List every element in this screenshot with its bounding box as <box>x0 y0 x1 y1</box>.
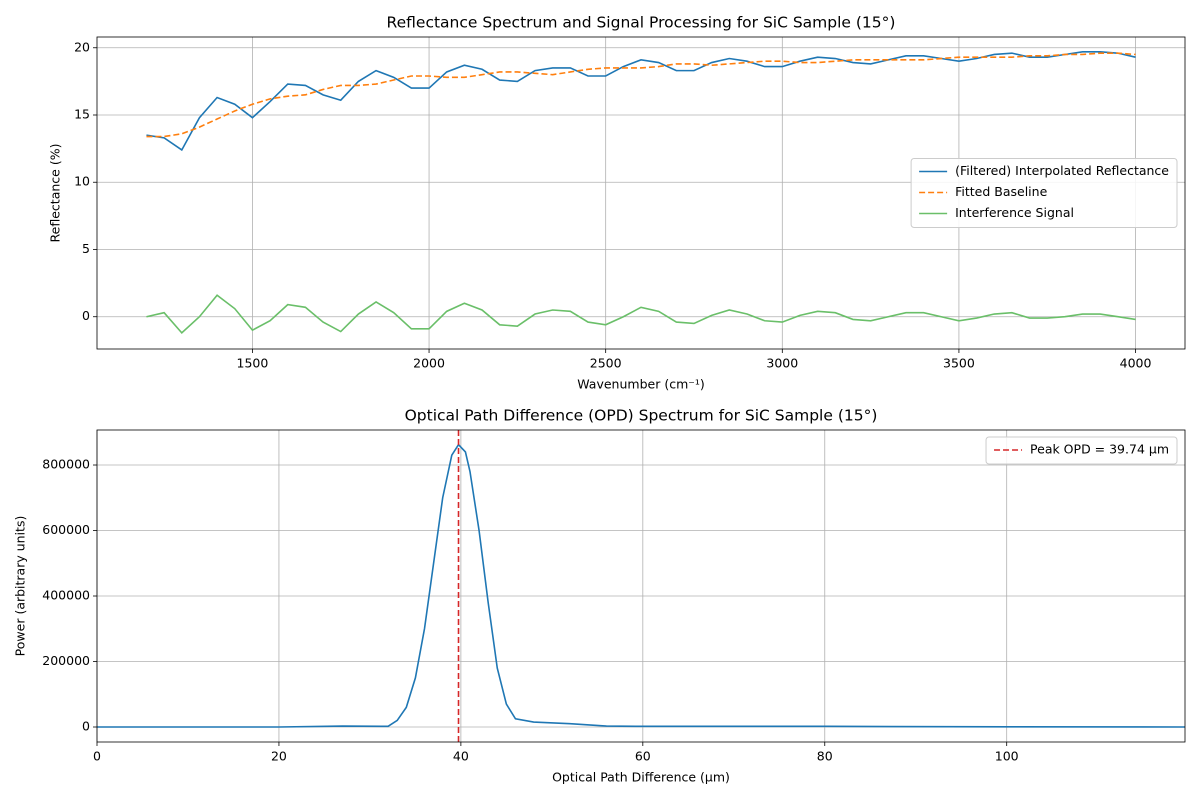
y-axis-label: Power (arbitrary units) <box>13 516 28 657</box>
y-tick-label: 5 <box>82 241 90 256</box>
x-tick-label: 60 <box>635 749 651 764</box>
legend-label: Peak OPD = 39.74 µm <box>1030 442 1169 457</box>
series-line <box>146 294 1136 335</box>
y-tick-label: 800000 <box>42 457 90 472</box>
x-tick-label: 0 <box>93 749 101 764</box>
legend-label: Interference Signal <box>955 205 1074 220</box>
y-tick-label: 0 <box>82 308 90 323</box>
legend: Peak OPD = 39.74 µm <box>985 436 1178 465</box>
chart-title: Reflectance Spectrum and Signal Processi… <box>387 14 896 32</box>
series-line <box>146 50 1136 152</box>
series-line <box>97 443 1186 728</box>
legend-label: (Filtered) Interpolated Reflectance <box>955 163 1169 178</box>
x-tick-label: 40 <box>453 749 469 764</box>
x-tick-label: 4000 <box>1120 356 1152 371</box>
series-line <box>146 52 1136 138</box>
y-tick-label: 15 <box>74 107 90 122</box>
legend-box <box>985 436 1178 465</box>
chart-title: Optical Path Difference (OPD) Spectrum f… <box>405 407 878 425</box>
y-tick-label: 600000 <box>42 522 90 537</box>
x-tick-label: 1500 <box>237 356 269 371</box>
y-tick-label: 20 <box>74 39 90 54</box>
x-tick-label: 3000 <box>766 356 798 371</box>
x-tick-label: 100 <box>995 749 1019 764</box>
x-tick-label: 2500 <box>590 356 622 371</box>
x-tick-label: 2000 <box>413 356 445 371</box>
y-tick-label: 400000 <box>42 588 90 603</box>
frame <box>96 36 1186 350</box>
y-tick-label: 200000 <box>42 653 90 668</box>
x-tick-label: 80 <box>817 749 833 764</box>
y-axis-label: Reflectance (%) <box>48 144 63 243</box>
legend-box <box>910 158 1178 228</box>
x-axis-label: Optical Path Difference (µm) <box>552 770 730 785</box>
x-tick-label: 20 <box>271 749 287 764</box>
legend-label: Fitted Baseline <box>955 184 1047 199</box>
y-tick-label: 0 <box>82 719 90 734</box>
x-tick-label: 3500 <box>943 356 975 371</box>
frame <box>96 429 1186 743</box>
legend: (Filtered) Interpolated Reflectance Fitte… <box>910 158 1178 228</box>
y-tick-label: 10 <box>74 174 90 189</box>
x-axis-label: Wavenumber (cm⁻¹) <box>577 377 704 392</box>
